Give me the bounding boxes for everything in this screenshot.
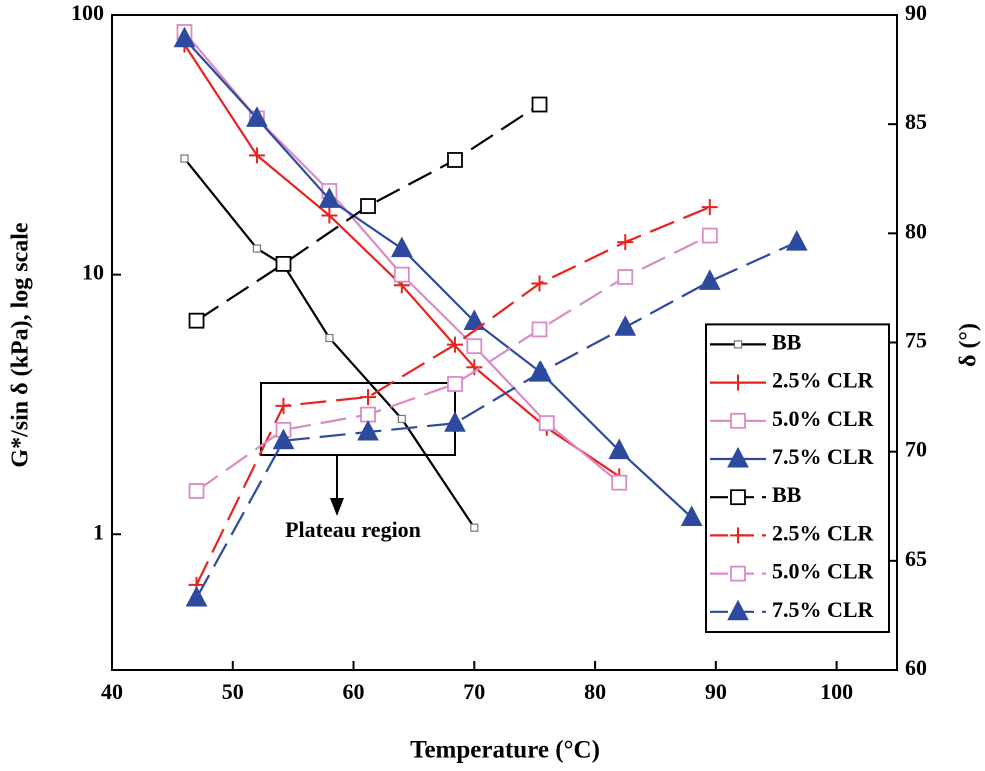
legend-marker	[727, 599, 749, 621]
series-line	[183, 157, 476, 529]
marker	[466, 338, 483, 355]
y2-tick-label: 70	[905, 437, 927, 462]
marker	[785, 229, 808, 251]
marker	[275, 255, 292, 272]
y2-tick-label: 60	[905, 655, 927, 680]
marker	[188, 312, 205, 329]
marker	[321, 207, 338, 224]
y2-tick-label: 80	[905, 218, 927, 243]
series-line	[195, 103, 541, 322]
marker	[173, 26, 196, 48]
marker	[246, 106, 268, 127]
x-tick-label: 60	[343, 679, 365, 704]
marker	[608, 438, 631, 460]
marker	[531, 321, 548, 338]
marker	[680, 505, 703, 527]
marker	[531, 96, 548, 113]
legend-label: 7.5% CLR	[772, 597, 875, 622]
marker	[446, 336, 463, 353]
marker	[617, 234, 634, 251]
marker	[444, 411, 466, 432]
marker	[391, 236, 413, 258]
marker	[701, 227, 718, 244]
y-tick-label: 10	[82, 260, 104, 285]
x-tick-label: 80	[584, 679, 606, 704]
arrow-head	[330, 498, 344, 516]
marker	[325, 333, 334, 343]
marker	[188, 483, 205, 499]
marker	[617, 269, 634, 285]
legend-label: BB	[772, 482, 802, 507]
series-line	[195, 206, 711, 586]
legend-marker	[730, 527, 746, 544]
x-tick-label: 90	[705, 679, 727, 704]
marker	[272, 428, 295, 450]
marker	[698, 269, 721, 290]
marker	[360, 198, 376, 214]
legend-label: 2.5% CLR	[772, 520, 875, 545]
y-tick-label: 100	[71, 0, 104, 25]
marker	[447, 376, 463, 392]
y2-tick-label: 75	[905, 328, 927, 353]
marker	[397, 414, 406, 424]
marker	[611, 474, 628, 491]
legend-marker	[730, 565, 746, 582]
legend-label: BB	[772, 329, 802, 354]
legend-marker	[733, 340, 743, 349]
y2-axis-label: δ (°)	[956, 323, 982, 367]
x-tick-label: 70	[463, 679, 485, 704]
legend-marker	[730, 374, 746, 391]
y-axis-label: G*/sin δ (kPa), log scale	[8, 222, 34, 467]
marker	[360, 406, 376, 423]
marker	[252, 244, 262, 253]
annotation: Plateau region	[285, 517, 421, 542]
marker	[180, 154, 189, 163]
series-line	[183, 38, 693, 519]
y2-tick-label: 90	[905, 0, 927, 25]
legend-marker	[730, 489, 746, 506]
marker	[360, 389, 377, 406]
marker	[275, 397, 292, 414]
legend-marker	[727, 446, 749, 468]
x-tick-label: 40	[101, 679, 123, 704]
marker	[528, 360, 551, 382]
series-line	[195, 241, 798, 599]
marker	[393, 266, 410, 283]
marker	[531, 275, 548, 292]
marker	[701, 199, 718, 216]
legend-label: 2.5% CLR	[772, 368, 875, 393]
x-axis-label: Temperature (°C)	[410, 737, 600, 764]
marker	[538, 415, 555, 431]
marker	[614, 315, 637, 336]
marker	[185, 585, 208, 607]
legend-label: 5.0% CLR	[772, 559, 875, 584]
x-tick-label: 50	[222, 679, 244, 704]
y-tick-label: 1	[93, 519, 104, 544]
marker	[470, 523, 479, 532]
marker	[357, 419, 379, 441]
marker	[318, 187, 341, 208]
x-tick-label: 100	[820, 679, 853, 704]
marker	[447, 152, 463, 168]
legend-label: 5.0% CLR	[772, 406, 875, 431]
legend-marker	[730, 412, 746, 429]
y2-tick-label: 65	[905, 546, 927, 571]
marker	[248, 147, 265, 164]
y2-tick-label: 85	[905, 109, 927, 134]
legend-label: 7.5% CLR	[772, 444, 875, 469]
